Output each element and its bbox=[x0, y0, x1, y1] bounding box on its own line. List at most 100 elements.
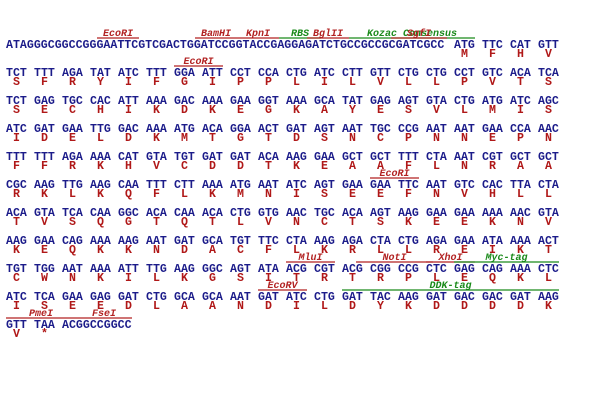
dna-segment: TTT bbox=[398, 151, 419, 164]
dna-segment: GTA bbox=[146, 151, 167, 164]
feature-label: Kozac Consensus bbox=[367, 29, 457, 40]
dna-segment: TCT bbox=[6, 95, 27, 108]
dna-segment: ACA bbox=[342, 207, 363, 220]
amino-acid: M bbox=[489, 104, 496, 117]
dna-segment: GAT bbox=[510, 291, 531, 304]
amino-acid: E bbox=[41, 244, 48, 257]
amino-acid: G bbox=[181, 76, 188, 89]
dna-segment: AGT bbox=[314, 179, 335, 192]
amino-acid: R bbox=[489, 160, 496, 173]
dna-segment: AAT bbox=[146, 235, 167, 248]
amino-acid: S bbox=[545, 76, 552, 89]
dna-segment: AAC bbox=[286, 207, 307, 220]
dna-segment: TGC bbox=[62, 95, 83, 108]
amino-acid: L bbox=[293, 76, 300, 89]
amino-acid: K bbox=[13, 244, 20, 257]
amino-acid: E bbox=[461, 244, 468, 257]
amino-acid: N bbox=[265, 188, 272, 201]
dna-segment: TGT bbox=[6, 263, 27, 276]
feature-label: EcoRI bbox=[183, 57, 213, 68]
amino-acid: P bbox=[461, 76, 468, 89]
dna-segment: AAA bbox=[286, 95, 307, 108]
amino-acid: L bbox=[69, 188, 76, 201]
amino-acid: L bbox=[181, 188, 188, 201]
dna-segment: GTC bbox=[482, 67, 503, 80]
dna-segment: CAA bbox=[174, 207, 195, 220]
amino-acid: R bbox=[69, 76, 76, 89]
amino-acid: L bbox=[349, 76, 356, 89]
dna-segment: GTT bbox=[538, 39, 559, 52]
amino-acid: L bbox=[545, 188, 552, 201]
dna-segment: AGT bbox=[398, 95, 419, 108]
amino-acid: K bbox=[321, 244, 328, 257]
dna-segment: CCG bbox=[398, 263, 419, 276]
amino-acid: F bbox=[153, 76, 160, 89]
dna-segment: TGC bbox=[314, 207, 335, 220]
amino-acid: V bbox=[545, 216, 552, 229]
feature-label: EcoRV bbox=[267, 281, 298, 292]
amino-acid: Q bbox=[181, 216, 188, 229]
amino-acid: C bbox=[69, 104, 76, 117]
feature-label: EcoRI bbox=[103, 29, 133, 40]
dna-segment: AAG bbox=[118, 235, 139, 248]
dna-segment: AAG bbox=[538, 291, 559, 304]
amino-acid: N bbox=[461, 132, 468, 145]
amino-acid: S bbox=[377, 216, 384, 229]
dna-segment: GAT bbox=[258, 291, 279, 304]
dna-segment: ACA bbox=[202, 123, 223, 136]
dna-segment: AAT bbox=[426, 179, 447, 192]
amino-acid: N bbox=[433, 188, 440, 201]
amino-acid: L bbox=[377, 244, 384, 257]
amino-acid: K bbox=[153, 104, 160, 117]
amino-acid: E bbox=[489, 132, 496, 145]
amino-acid: N bbox=[461, 160, 468, 173]
amino-acid: R bbox=[433, 244, 440, 257]
feature-label: RBS bbox=[291, 29, 309, 40]
dna-segment: CTG bbox=[314, 291, 335, 304]
dna-segment: GAT bbox=[342, 291, 363, 304]
dna-segment: TTC bbox=[258, 235, 279, 248]
feature-label: MluI bbox=[297, 252, 322, 264]
dna-segment: GAT bbox=[202, 151, 223, 164]
amino-acid: D bbox=[349, 300, 356, 313]
amino-acid: A bbox=[377, 160, 384, 173]
dna-segment: TCA bbox=[538, 67, 559, 80]
amino-acid: V bbox=[461, 188, 468, 201]
dna-segment: GAA bbox=[62, 291, 83, 304]
amino-acid: F bbox=[153, 188, 160, 201]
dna-segment: TGG bbox=[34, 263, 55, 276]
dna-segment: GAC bbox=[482, 291, 503, 304]
amino-acid: T bbox=[293, 272, 300, 285]
amino-acid: P bbox=[265, 76, 272, 89]
dna-segment: TTC bbox=[398, 179, 419, 192]
dna-segment: CTC bbox=[426, 263, 447, 276]
amino-acid: E bbox=[69, 132, 76, 145]
dna-segment: TTC bbox=[482, 39, 503, 52]
amino-acid: D bbox=[517, 300, 524, 313]
dna-segment: GAA bbox=[34, 235, 55, 248]
amino-acid: G bbox=[209, 272, 216, 285]
dna-segment: TTT bbox=[146, 67, 167, 80]
dna-segment: GAG bbox=[34, 95, 55, 108]
dna-segment: GAC bbox=[454, 291, 475, 304]
dna-segment: ATC bbox=[314, 67, 335, 80]
dna-segment: CTA bbox=[370, 235, 391, 248]
dna-segment: TTT bbox=[146, 179, 167, 192]
feature-label: NotI bbox=[382, 253, 406, 264]
dna-segment: AAT bbox=[258, 179, 279, 192]
amino-acid: T bbox=[13, 216, 20, 229]
amino-acid: L bbox=[545, 272, 552, 285]
amino-acid: F bbox=[405, 188, 412, 201]
amino-acid: I bbox=[293, 300, 300, 313]
dna-segment: TTT bbox=[34, 67, 55, 80]
amino-acid: L bbox=[433, 272, 440, 285]
dna-segment: CAT bbox=[510, 39, 531, 52]
dna-segment: GTC bbox=[454, 179, 475, 192]
amino-acid: L bbox=[405, 244, 412, 257]
amino-acid: Q bbox=[125, 188, 132, 201]
dna-segment: AAC bbox=[538, 123, 559, 136]
dna-segment: CGC bbox=[6, 179, 27, 192]
dna-segment: GTA bbox=[426, 95, 447, 108]
amino-acid: L bbox=[405, 76, 412, 89]
dna-segment: CAA bbox=[118, 179, 139, 192]
